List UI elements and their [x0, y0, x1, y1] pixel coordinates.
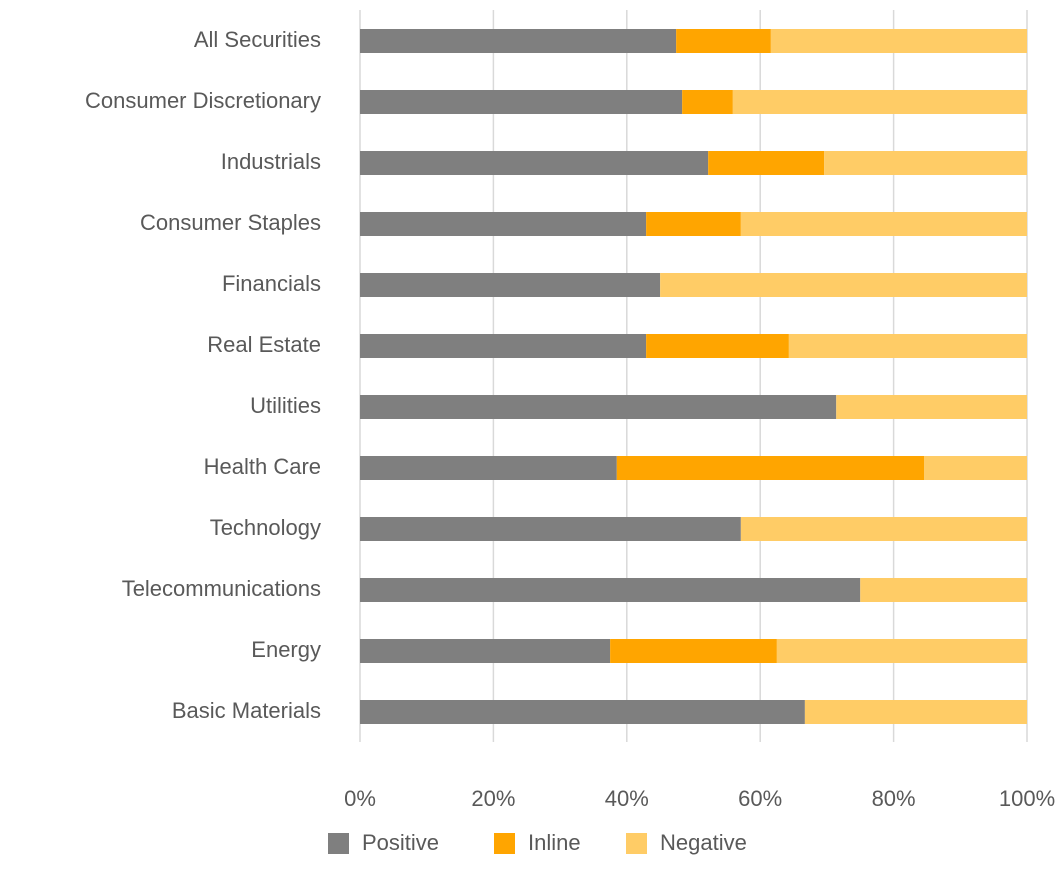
bar-segment: [360, 29, 677, 53]
bar-segment: [836, 395, 1027, 419]
bar-segment: [740, 212, 1027, 236]
bar-segment: [360, 273, 661, 297]
y-tick-label: Utilities: [250, 393, 321, 418]
bar-segment: [732, 90, 1027, 114]
legend-swatch: [494, 833, 515, 854]
bar-segment: [770, 29, 1027, 53]
bar-segment: [360, 639, 611, 663]
x-tick-label: 0%: [344, 786, 376, 811]
x-tick-label: 40%: [605, 786, 649, 811]
bar-segment: [360, 700, 805, 724]
bar-segment: [660, 273, 1027, 297]
y-tick-label: Energy: [251, 637, 321, 662]
y-tick-label: All Securities: [194, 27, 321, 52]
bar-segment: [708, 151, 825, 175]
bar-segment: [616, 456, 925, 480]
bar-segment: [610, 639, 777, 663]
legend-label: Negative: [660, 830, 747, 855]
bar-segment: [360, 90, 683, 114]
bar-segment: [776, 639, 1027, 663]
bar-segment: [646, 334, 789, 358]
x-tick-label: 60%: [738, 786, 782, 811]
bar-segment: [740, 517, 1027, 541]
bar-segment: [360, 334, 647, 358]
y-tick-label: Technology: [210, 515, 321, 540]
bar-segment: [804, 700, 1027, 724]
bar-segment: [360, 578, 861, 602]
x-tick-label: 80%: [872, 786, 916, 811]
bar-segment: [360, 212, 647, 236]
y-tick-label: Industrials: [221, 149, 321, 174]
y-tick-label: Health Care: [204, 454, 321, 479]
bar-segment: [646, 212, 741, 236]
y-tick-label: Real Estate: [207, 332, 321, 357]
bar-segment: [676, 29, 771, 53]
bar-segment: [360, 151, 709, 175]
legend-swatch: [328, 833, 349, 854]
x-tick-label: 100%: [999, 786, 1055, 811]
y-tick-label: Consumer Discretionary: [85, 88, 321, 113]
y-tick-label: Consumer Staples: [140, 210, 321, 235]
bar-segment: [682, 90, 733, 114]
legend-label: Positive: [362, 830, 439, 855]
legend-label: Inline: [528, 830, 581, 855]
bar-segment: [924, 456, 1027, 480]
bar-segment: [360, 517, 741, 541]
bar-segment: [824, 151, 1027, 175]
bar-segment: [360, 456, 617, 480]
bar-segment: [788, 334, 1027, 358]
bar-segment: [360, 395, 837, 419]
y-tick-label: Telecommunications: [122, 576, 321, 601]
bar-segment: [860, 578, 1027, 602]
x-tick-label: 20%: [471, 786, 515, 811]
y-tick-label: Financials: [222, 271, 321, 296]
legend-swatch: [626, 833, 647, 854]
y-tick-label: Basic Materials: [172, 698, 321, 723]
